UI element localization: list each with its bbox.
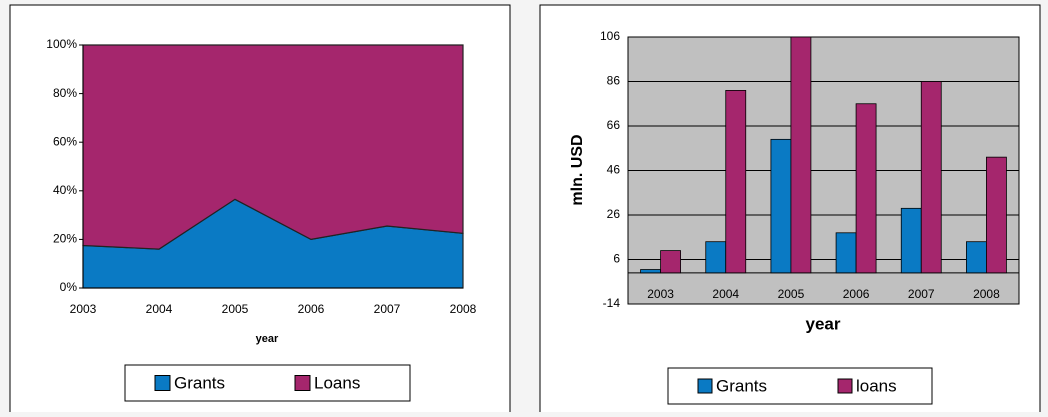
bar (855, 103, 877, 274)
legend-label: loans (856, 376, 897, 395)
x-tick-label: 2006 (843, 287, 870, 301)
bar (986, 156, 1007, 274)
bar (920, 81, 942, 274)
y-tick-label: 46 (607, 163, 621, 177)
x-tick-label: 2004 (712, 287, 739, 301)
y-tick-label: -14 (603, 296, 621, 310)
legend-box (124, 364, 411, 402)
legend-swatch (154, 375, 171, 391)
legend-swatch (697, 378, 713, 394)
bar (725, 90, 747, 274)
bar (966, 241, 987, 274)
legend-label: Loans (314, 373, 360, 392)
y-tick-label: 80% (53, 86, 77, 100)
x-tick-label: 2004 (146, 302, 173, 316)
bar (705, 241, 727, 274)
x-tick-label: 2007 (374, 302, 401, 316)
x-axis-title: year (806, 314, 841, 333)
y-tick-label: 20% (53, 232, 77, 246)
bar (900, 207, 922, 274)
x-tick-label: 2005 (778, 287, 805, 301)
bar (790, 36, 812, 274)
legend-swatch (837, 378, 853, 394)
bar (640, 269, 661, 274)
legend-label: Grants (174, 373, 225, 392)
y-tick-label: 100% (46, 37, 77, 51)
x-tick-label: 2003 (647, 287, 674, 301)
bar (770, 138, 792, 274)
x-tick-label: 2006 (298, 302, 325, 316)
legend-label: Grants (716, 376, 767, 395)
y-tick-label: 26 (607, 207, 621, 221)
y-tick-label: 86 (607, 74, 621, 88)
x-tick-label: 2008 (973, 287, 1000, 301)
x-tick-label: 2007 (908, 287, 935, 301)
bar (835, 232, 857, 274)
x-tick-label: 2003 (70, 302, 97, 316)
x-tick-label: 2008 (450, 302, 477, 316)
y-axis-title: mln. USD (569, 134, 586, 205)
y-tick-label: 0% (60, 280, 78, 294)
x-tick-label: 2005 (222, 302, 249, 316)
legend-swatch (294, 375, 311, 391)
y-tick-label: 60% (53, 134, 77, 148)
y-tick-label: 6 (613, 252, 620, 266)
x-axis-title: year (256, 333, 279, 345)
bar (660, 250, 681, 274)
area (82, 44, 464, 250)
y-tick-label: 66 (607, 118, 621, 132)
y-tick-label: 40% (53, 183, 77, 197)
y-tick-label: 106 (600, 29, 620, 43)
